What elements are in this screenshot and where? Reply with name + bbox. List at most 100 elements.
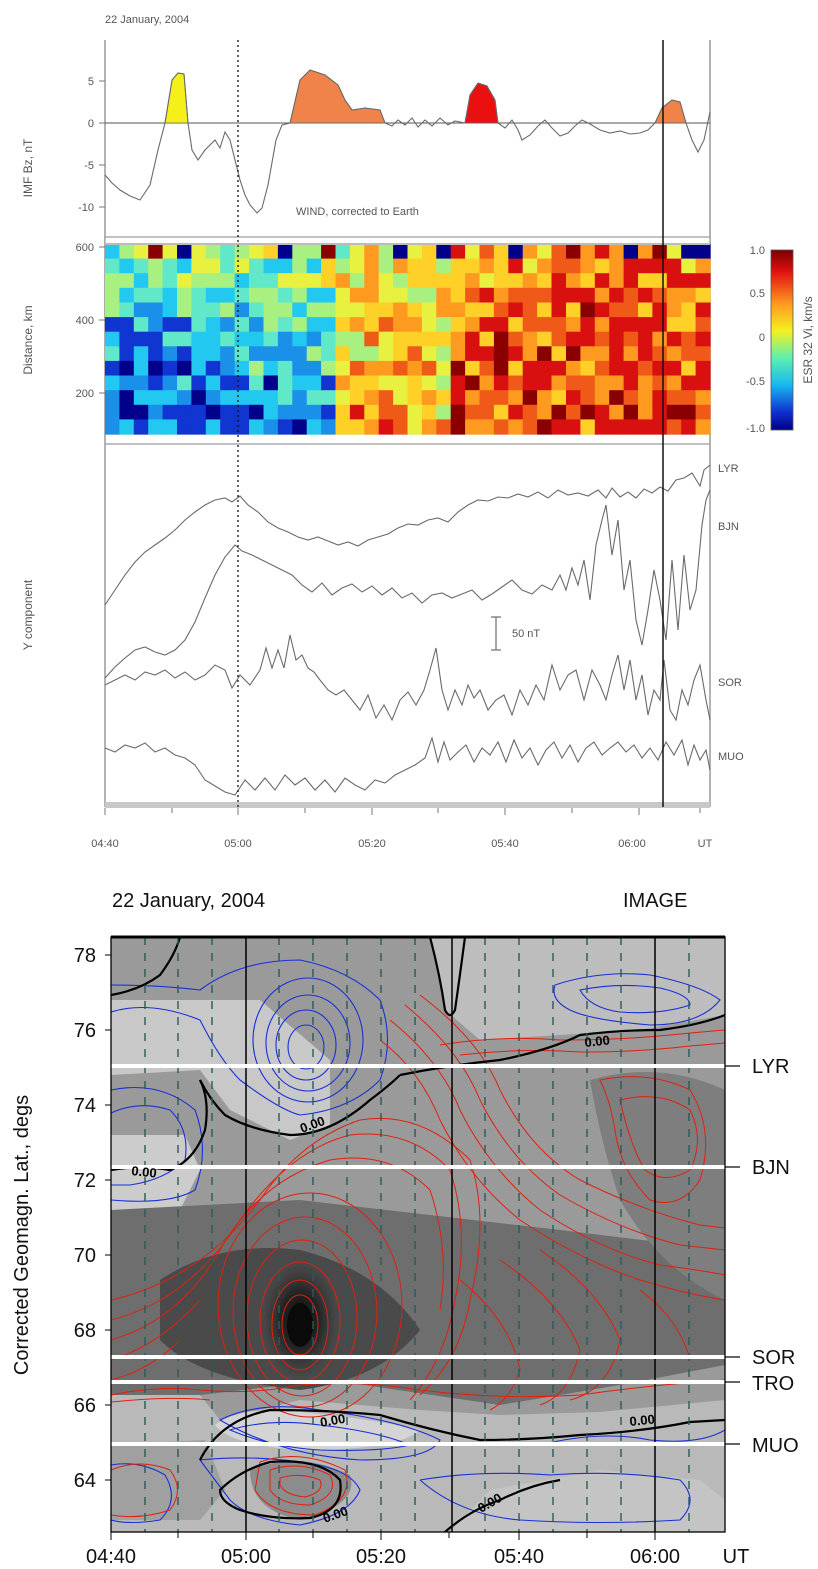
esr-cell xyxy=(522,404,538,420)
esr-cell xyxy=(493,273,509,289)
esr-cell xyxy=(263,346,279,362)
esr-cell xyxy=(263,404,279,420)
bjn-trace xyxy=(104,489,711,679)
top-x-axis: 04:40 05:00 05:20 05:40 06:00 UT xyxy=(91,808,713,850)
esr-cell xyxy=(364,302,380,318)
esr-cell xyxy=(436,375,452,391)
esr-cell xyxy=(537,244,553,260)
esr-cell xyxy=(321,302,337,318)
esr-cell xyxy=(148,273,164,289)
esr-cell xyxy=(508,390,524,406)
bottom-xtick: 06:00 xyxy=(630,1546,680,1568)
esr-cell xyxy=(277,360,293,377)
esr-cell xyxy=(162,317,178,333)
dashed-time-lines xyxy=(144,937,690,1532)
esr-cell xyxy=(378,331,394,347)
esr-cell xyxy=(594,375,610,391)
esr-cell xyxy=(234,360,250,377)
sor-trace xyxy=(104,634,711,722)
esr-cell xyxy=(306,360,322,377)
esr-cell xyxy=(119,302,135,318)
esr-cell xyxy=(522,390,538,406)
esr-cell xyxy=(162,273,178,289)
esr-cell xyxy=(191,302,207,318)
esr-cell xyxy=(436,244,452,260)
esr-cell xyxy=(695,273,711,289)
esr-cell xyxy=(393,419,409,435)
bottom-station-bjn: BJN xyxy=(752,1157,790,1179)
esr-cell xyxy=(551,258,567,274)
esr-cell xyxy=(162,390,178,406)
esr-cell xyxy=(580,390,596,406)
esr-cell xyxy=(652,317,668,333)
esr-cell xyxy=(148,317,164,333)
esr-cell xyxy=(695,244,711,260)
esr-cell xyxy=(133,317,149,333)
esr-cell xyxy=(479,302,495,318)
esr-cell xyxy=(349,346,365,362)
esr-cell xyxy=(609,244,625,260)
imf-annotation: WIND, corrected to Earth xyxy=(296,206,419,218)
esr-cell xyxy=(263,287,279,303)
esr-cell xyxy=(378,360,394,377)
esr-cell xyxy=(335,360,351,377)
esr-cell xyxy=(148,346,164,362)
esr-cell xyxy=(249,244,264,260)
esr-cell xyxy=(321,390,337,406)
esr-cell xyxy=(349,390,365,406)
esr-cell xyxy=(522,331,538,347)
esr-cell xyxy=(580,404,596,420)
esr-cell xyxy=(234,287,250,303)
esr-cell xyxy=(652,302,668,318)
esr-cell xyxy=(191,258,207,274)
esr-cell xyxy=(335,390,351,406)
esr-cell xyxy=(638,258,653,274)
esr-cell xyxy=(148,404,164,420)
esr-cell xyxy=(508,317,524,333)
esr-cell xyxy=(638,244,653,260)
esr-cell xyxy=(205,331,221,347)
esr-cell xyxy=(321,346,337,362)
esr-cell xyxy=(508,419,524,435)
esr-cell xyxy=(306,317,322,333)
esr-cell xyxy=(666,390,682,406)
esr-cell xyxy=(638,317,653,333)
esr-cell xyxy=(666,258,682,274)
esr-cell xyxy=(177,346,192,362)
esr-cell xyxy=(594,287,610,303)
esr-cell xyxy=(177,360,192,377)
esr-cell xyxy=(378,287,394,303)
esr-cell xyxy=(277,375,293,391)
esr-cell xyxy=(177,375,192,391)
contour-label-1: 0.00 xyxy=(584,1032,611,1050)
esr-cell xyxy=(580,244,596,260)
esr-cell xyxy=(364,390,380,406)
esr-cell xyxy=(508,360,524,377)
esr-cell xyxy=(450,390,466,406)
esr-cell xyxy=(364,244,380,260)
esr-cell xyxy=(450,302,466,318)
esr-cell xyxy=(306,375,322,391)
esr-cell xyxy=(162,302,178,318)
esr-cell xyxy=(623,287,639,303)
esr-cell xyxy=(321,419,337,435)
esr-cell xyxy=(407,390,423,406)
esr-cell xyxy=(378,302,394,318)
esr-cell xyxy=(421,331,437,347)
esr-cell xyxy=(249,404,264,420)
esr-cell xyxy=(407,244,423,260)
esr-cell xyxy=(263,360,279,377)
station-bjn: BJN xyxy=(718,521,739,533)
esr-cell xyxy=(508,375,524,391)
esr-cell xyxy=(450,244,466,260)
esr-cell xyxy=(436,273,452,289)
esr-cell xyxy=(349,375,365,391)
esr-cell xyxy=(292,302,308,318)
esr-cell xyxy=(205,317,221,333)
esr-cell xyxy=(263,390,279,406)
esr-cell xyxy=(522,317,538,333)
esr-cell xyxy=(407,273,423,289)
esr-cell xyxy=(522,273,538,289)
esr-cell xyxy=(191,375,207,391)
esr-cell xyxy=(623,331,639,347)
